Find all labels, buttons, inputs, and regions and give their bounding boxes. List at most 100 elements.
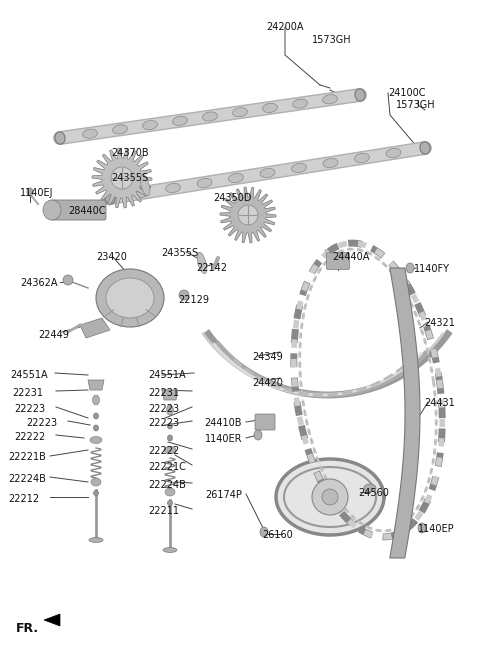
Text: FR.: FR. [16, 622, 39, 635]
Text: 26174P: 26174P [205, 490, 242, 500]
Ellipse shape [197, 252, 207, 274]
Ellipse shape [90, 436, 102, 443]
Text: 1140EJ: 1140EJ [20, 188, 53, 198]
Ellipse shape [355, 89, 365, 101]
Ellipse shape [166, 183, 180, 193]
Text: 24100C: 24100C [388, 88, 425, 98]
Ellipse shape [134, 189, 149, 198]
Ellipse shape [112, 125, 128, 134]
Text: 22221B: 22221B [8, 452, 46, 462]
Text: 24350D: 24350D [213, 193, 251, 203]
Ellipse shape [94, 491, 98, 495]
Ellipse shape [323, 158, 338, 168]
Ellipse shape [168, 501, 172, 505]
Ellipse shape [106, 278, 154, 318]
Ellipse shape [203, 112, 217, 121]
Ellipse shape [418, 523, 426, 533]
Text: 24551A: 24551A [10, 370, 48, 380]
Ellipse shape [179, 290, 189, 300]
Text: 1140EP: 1140EP [418, 524, 455, 534]
Ellipse shape [197, 179, 212, 188]
Text: 24370B: 24370B [111, 148, 149, 158]
Text: 1573GH: 1573GH [396, 100, 436, 110]
FancyBboxPatch shape [255, 414, 275, 430]
Ellipse shape [93, 395, 99, 405]
Circle shape [111, 167, 133, 189]
Polygon shape [88, 380, 104, 390]
Ellipse shape [27, 188, 33, 196]
Polygon shape [162, 390, 178, 400]
Text: 22224B: 22224B [8, 474, 46, 484]
Text: 26160: 26160 [263, 530, 293, 540]
Text: 24362A: 24362A [20, 278, 58, 288]
Text: 22224B: 22224B [148, 480, 186, 490]
Circle shape [312, 479, 348, 515]
Text: 23420: 23420 [96, 252, 127, 262]
Text: 24349: 24349 [252, 352, 283, 362]
Text: 24355S: 24355S [111, 173, 149, 183]
Text: 24410B: 24410B [204, 418, 242, 428]
Circle shape [322, 489, 338, 505]
Ellipse shape [291, 164, 306, 173]
Text: 22223: 22223 [148, 418, 179, 428]
Text: 24431: 24431 [424, 398, 455, 408]
Ellipse shape [55, 132, 65, 145]
Ellipse shape [63, 275, 73, 285]
Ellipse shape [165, 488, 175, 496]
Text: 22449: 22449 [38, 330, 70, 340]
Text: 22212: 22212 [8, 494, 39, 504]
Ellipse shape [232, 108, 248, 117]
Ellipse shape [260, 527, 268, 537]
Text: 24560: 24560 [358, 488, 389, 498]
Ellipse shape [386, 148, 401, 158]
Ellipse shape [83, 129, 97, 138]
Text: 22222: 22222 [148, 446, 179, 456]
Ellipse shape [89, 537, 103, 543]
Polygon shape [276, 459, 384, 535]
Text: 22211: 22211 [148, 506, 179, 516]
Ellipse shape [228, 173, 243, 183]
Polygon shape [80, 318, 110, 338]
Ellipse shape [364, 484, 376, 492]
Text: 1140ER: 1140ER [204, 434, 242, 444]
Text: 22231: 22231 [148, 388, 179, 398]
Text: 24200A: 24200A [266, 22, 304, 32]
Ellipse shape [143, 120, 157, 129]
Ellipse shape [94, 425, 98, 431]
Text: 24420: 24420 [252, 378, 283, 388]
Ellipse shape [167, 405, 173, 415]
Ellipse shape [105, 192, 115, 204]
Polygon shape [92, 148, 152, 208]
Text: 28440C: 28440C [68, 206, 106, 216]
Text: 22221C: 22221C [148, 462, 186, 472]
Ellipse shape [254, 430, 262, 440]
Polygon shape [220, 187, 276, 243]
Polygon shape [390, 268, 420, 558]
FancyBboxPatch shape [50, 200, 106, 220]
Polygon shape [44, 614, 60, 626]
Ellipse shape [263, 103, 277, 112]
Ellipse shape [420, 142, 430, 154]
FancyBboxPatch shape [326, 252, 349, 269]
Ellipse shape [91, 478, 101, 486]
Ellipse shape [96, 269, 164, 327]
Text: 22223: 22223 [14, 404, 45, 414]
Circle shape [238, 205, 258, 225]
Ellipse shape [168, 423, 172, 429]
Text: 22223: 22223 [148, 404, 179, 414]
Text: 22142: 22142 [196, 263, 227, 273]
Text: 22231: 22231 [12, 388, 43, 398]
Ellipse shape [164, 447, 176, 453]
Ellipse shape [94, 413, 98, 419]
Text: 1140FY: 1140FY [414, 264, 450, 274]
Ellipse shape [292, 99, 308, 108]
Ellipse shape [323, 95, 337, 104]
Ellipse shape [260, 168, 275, 177]
Text: 22129: 22129 [178, 295, 209, 305]
Ellipse shape [355, 153, 370, 162]
Text: 24551A: 24551A [148, 370, 186, 380]
Ellipse shape [163, 547, 177, 553]
Ellipse shape [140, 174, 150, 196]
Text: 22223: 22223 [26, 418, 57, 428]
Text: 24440A: 24440A [332, 252, 370, 262]
